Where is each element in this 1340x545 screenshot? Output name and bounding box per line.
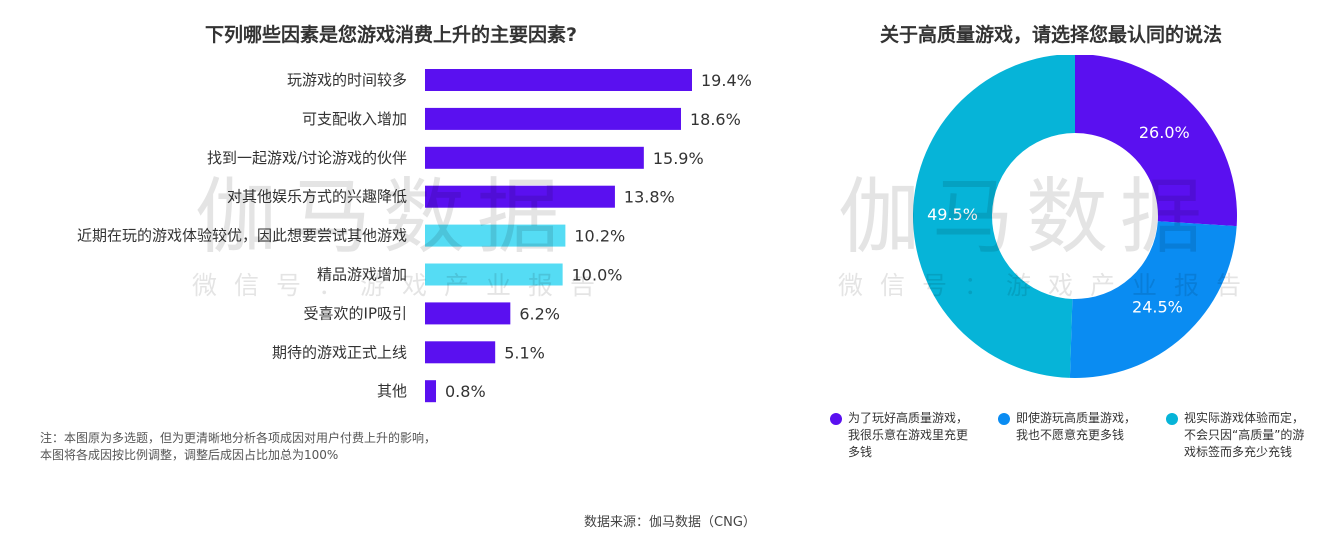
bar [425, 107, 681, 130]
bar [425, 69, 692, 91]
legend-label: 为了玩好高质量游戏，我很乐意在游戏里充更多钱 [848, 411, 969, 459]
slice-value-label: 24.5% [1132, 298, 1183, 317]
footnote-line: 注：本图原为多选题，但为更清晰地分析各项成因对用户付费上升的影响， [40, 431, 437, 445]
category-label: 受喜欢的IP吸引 [304, 304, 407, 322]
donut-chart-title: 关于高质量游戏，请选择您最认同的说法 [880, 24, 1223, 46]
category-label: 玩游戏的时间较多 [287, 71, 407, 89]
legend-item-unwilling: 即使游玩高质量游戏，我也不愿意充更多钱 [998, 410, 1141, 444]
bar [425, 341, 496, 364]
slice-value-label: 49.5% [927, 205, 978, 224]
legend-swatch [830, 413, 842, 425]
value-label: 19.4% [701, 71, 752, 90]
donut-slice [1069, 221, 1237, 378]
legend-label: 即使游玩高质量游戏，我也不愿意充更多钱 [1016, 411, 1137, 442]
bar [425, 263, 563, 286]
category-label: 对其他娱乐方式的兴趣降低 [227, 188, 407, 206]
legend-item-depends: 视实际游戏体验而定，不会只因“高质量”的游戏标签而多充少充钱 [1166, 410, 1309, 461]
bar [425, 380, 437, 403]
legend-item-willing: 为了玩好高质量游戏，我很乐意在游戏里充更多钱 [830, 410, 973, 461]
category-label: 精品游戏增加 [317, 266, 407, 284]
value-label: 18.6% [690, 110, 741, 129]
value-label: 10.0% [572, 266, 623, 285]
value-label: 0.8% [445, 382, 486, 401]
data-source: 数据来源：伽马数据（CNG） [584, 515, 756, 530]
chart-footnote: 注：本图原为多选题，但为更清晰地分析各项成因对用户付费上升的影响， 本图将各成因… [40, 430, 436, 464]
value-label: 13.8% [624, 188, 675, 207]
value-label: 15.9% [653, 149, 704, 168]
category-label: 近期在玩的游戏体验较优，因此想要尝试其他游戏 [77, 227, 407, 245]
value-label: 10.2% [574, 227, 625, 246]
legend-swatch [998, 413, 1010, 425]
bar-chart-title: 下列哪些因素是您游戏消费上升的主要因素? [205, 24, 578, 46]
category-label: 其他 [377, 382, 407, 400]
donut-slice [1075, 55, 1237, 227]
value-label: 5.1% [504, 343, 545, 362]
legend-swatch [1166, 413, 1178, 425]
category-label: 可支配收入增加 [302, 110, 407, 128]
slice-value-label: 26.0% [1139, 123, 1190, 142]
category-label: 找到一起游戏/讨论游戏的伙伴 [207, 149, 407, 167]
factors-bar-chart: 玩游戏的时间较多 19.4% 可支配收入增加 18.6% 找到一起游戏/讨论游戏的伙伴 1… [77, 69, 752, 403]
donut-slice [913, 55, 1075, 378]
bar [425, 302, 511, 325]
category-label: 期待的游戏正式上线 [272, 343, 407, 361]
quality-donut-chart: 26.0% 24.5% 49.5% [913, 55, 1237, 378]
bar [425, 224, 566, 247]
footnote-line: 本图将各成因按比例调整，调整后成因占比加总为100% [40, 448, 339, 462]
value-label: 6.2% [519, 304, 560, 323]
legend-label: 视实际游戏体验而定，不会只因“高质量”的游戏标签而多充少充钱 [1184, 411, 1305, 459]
bar [425, 185, 615, 208]
bar [425, 146, 644, 169]
